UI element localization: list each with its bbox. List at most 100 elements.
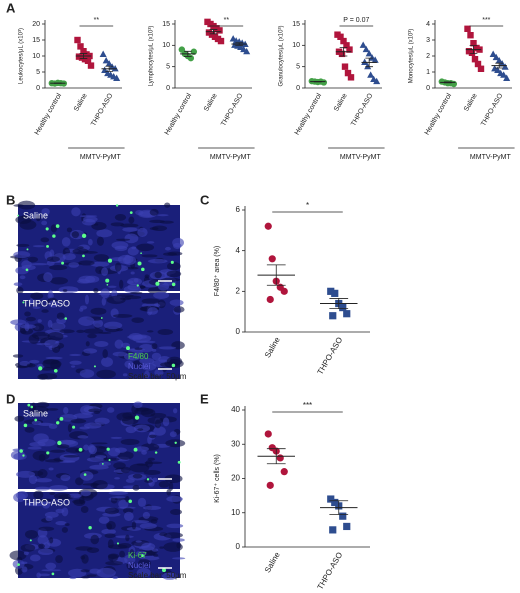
legend-entry: F4/80 bbox=[128, 352, 149, 361]
x-tick-label: THPO-ASO bbox=[350, 92, 375, 128]
tissue-texture bbox=[139, 523, 157, 529]
legend-entry: Ki-67 bbox=[128, 551, 147, 560]
tissue-texture bbox=[96, 236, 104, 246]
tissue-texture bbox=[133, 401, 143, 409]
error-bar bbox=[105, 65, 114, 72]
y-tick-label: 0 bbox=[36, 85, 40, 92]
scale-text: Scale bar: 50μm bbox=[128, 372, 187, 381]
y-axis-label: Leukocytes/μL (x10³) bbox=[19, 28, 25, 84]
tissue-texture bbox=[114, 447, 127, 453]
data-point bbox=[337, 33, 344, 40]
tissue-texture bbox=[48, 423, 58, 429]
data-point bbox=[264, 430, 272, 438]
tissue-texture bbox=[123, 285, 142, 294]
tissue-texture bbox=[135, 550, 147, 557]
tissue-texture bbox=[144, 274, 150, 279]
tissue-texture bbox=[10, 319, 27, 326]
x-tick-label: Healthy control bbox=[294, 92, 324, 136]
tissue-texture bbox=[137, 227, 148, 238]
tissue-texture bbox=[132, 484, 140, 491]
tissue-texture bbox=[50, 224, 58, 233]
tissue-texture bbox=[117, 451, 134, 460]
tissue-texture bbox=[37, 319, 42, 323]
data-point bbox=[276, 454, 284, 462]
data-point bbox=[471, 56, 479, 63]
stain-spot bbox=[154, 451, 158, 454]
tissue-texture bbox=[36, 572, 41, 579]
tissue-texture bbox=[122, 227, 138, 232]
tissue-texture bbox=[164, 474, 183, 483]
legend-entry: Nuclei bbox=[128, 362, 150, 371]
data-point bbox=[492, 53, 500, 61]
data-point bbox=[280, 468, 288, 476]
stain-spot bbox=[53, 368, 58, 373]
tissue-texture bbox=[83, 444, 90, 451]
tissue-texture bbox=[144, 461, 163, 465]
stain-spot bbox=[134, 415, 140, 420]
error-bar bbox=[266, 264, 286, 286]
stain-spot bbox=[101, 462, 104, 465]
tissue-texture bbox=[70, 418, 87, 424]
stain-spot bbox=[106, 447, 110, 451]
tissue-texture bbox=[56, 444, 70, 449]
stain-spot bbox=[116, 542, 120, 545]
stain-spot bbox=[137, 261, 142, 266]
tissue-texture bbox=[173, 242, 182, 250]
tissue-texture bbox=[149, 227, 159, 231]
data-point bbox=[266, 295, 274, 304]
tissue-texture bbox=[169, 431, 177, 438]
group-label: MMTV-PyMT bbox=[340, 154, 382, 161]
tissue-texture bbox=[30, 263, 49, 266]
tissue-texture bbox=[96, 567, 116, 578]
tissue-texture bbox=[124, 360, 134, 369]
y-tick-label: 4 bbox=[236, 246, 241, 255]
tissue-texture bbox=[49, 449, 66, 453]
data-point bbox=[266, 481, 274, 489]
significance-label: *** bbox=[482, 17, 490, 24]
stain-spot bbox=[136, 284, 139, 287]
stain-spot bbox=[82, 254, 85, 258]
tissue-texture bbox=[135, 209, 144, 216]
tissue-texture bbox=[114, 477, 120, 480]
data-point bbox=[331, 498, 339, 507]
tissue-texture bbox=[128, 216, 135, 224]
tissue-texture bbox=[130, 271, 135, 275]
tissue-texture bbox=[88, 408, 102, 413]
stain-spot bbox=[177, 460, 181, 464]
y-tick-label: 15 bbox=[162, 21, 170, 28]
x-tick-label: Healthy control bbox=[424, 92, 454, 136]
significance-label: * bbox=[306, 201, 309, 210]
tissue-texture bbox=[86, 547, 100, 553]
tissue-texture bbox=[38, 454, 46, 462]
tissue-texture bbox=[150, 413, 167, 418]
tissue-texture bbox=[153, 291, 170, 299]
y-tick-label: 2 bbox=[236, 286, 241, 295]
stain-spot bbox=[81, 233, 87, 238]
tissue-texture bbox=[136, 243, 155, 252]
stain-spot bbox=[115, 204, 119, 207]
tissue-texture bbox=[119, 279, 124, 289]
tissue-texture bbox=[166, 495, 183, 503]
tissue-texture bbox=[163, 532, 183, 539]
tissue-texture bbox=[38, 526, 55, 532]
tissue-texture bbox=[142, 505, 162, 510]
stain-spot bbox=[83, 473, 87, 476]
stain-spot bbox=[140, 252, 142, 255]
stain-spot bbox=[46, 244, 49, 248]
tissue-texture bbox=[125, 495, 130, 503]
tissue-texture bbox=[41, 500, 51, 509]
tissue-texture bbox=[45, 356, 63, 360]
data-point bbox=[340, 37, 347, 45]
data-point bbox=[501, 63, 509, 70]
tissue-texture bbox=[77, 435, 89, 439]
tissue-texture bbox=[55, 521, 67, 526]
data-point bbox=[339, 304, 347, 312]
tissue-texture bbox=[93, 319, 104, 328]
tissue-texture bbox=[16, 243, 30, 247]
tissue-texture bbox=[134, 446, 149, 452]
tissue-texture bbox=[66, 227, 73, 233]
tissue-texture bbox=[122, 412, 137, 420]
tissue-texture bbox=[78, 275, 96, 284]
tissue-texture bbox=[135, 540, 142, 543]
tissue-texture bbox=[117, 543, 132, 549]
